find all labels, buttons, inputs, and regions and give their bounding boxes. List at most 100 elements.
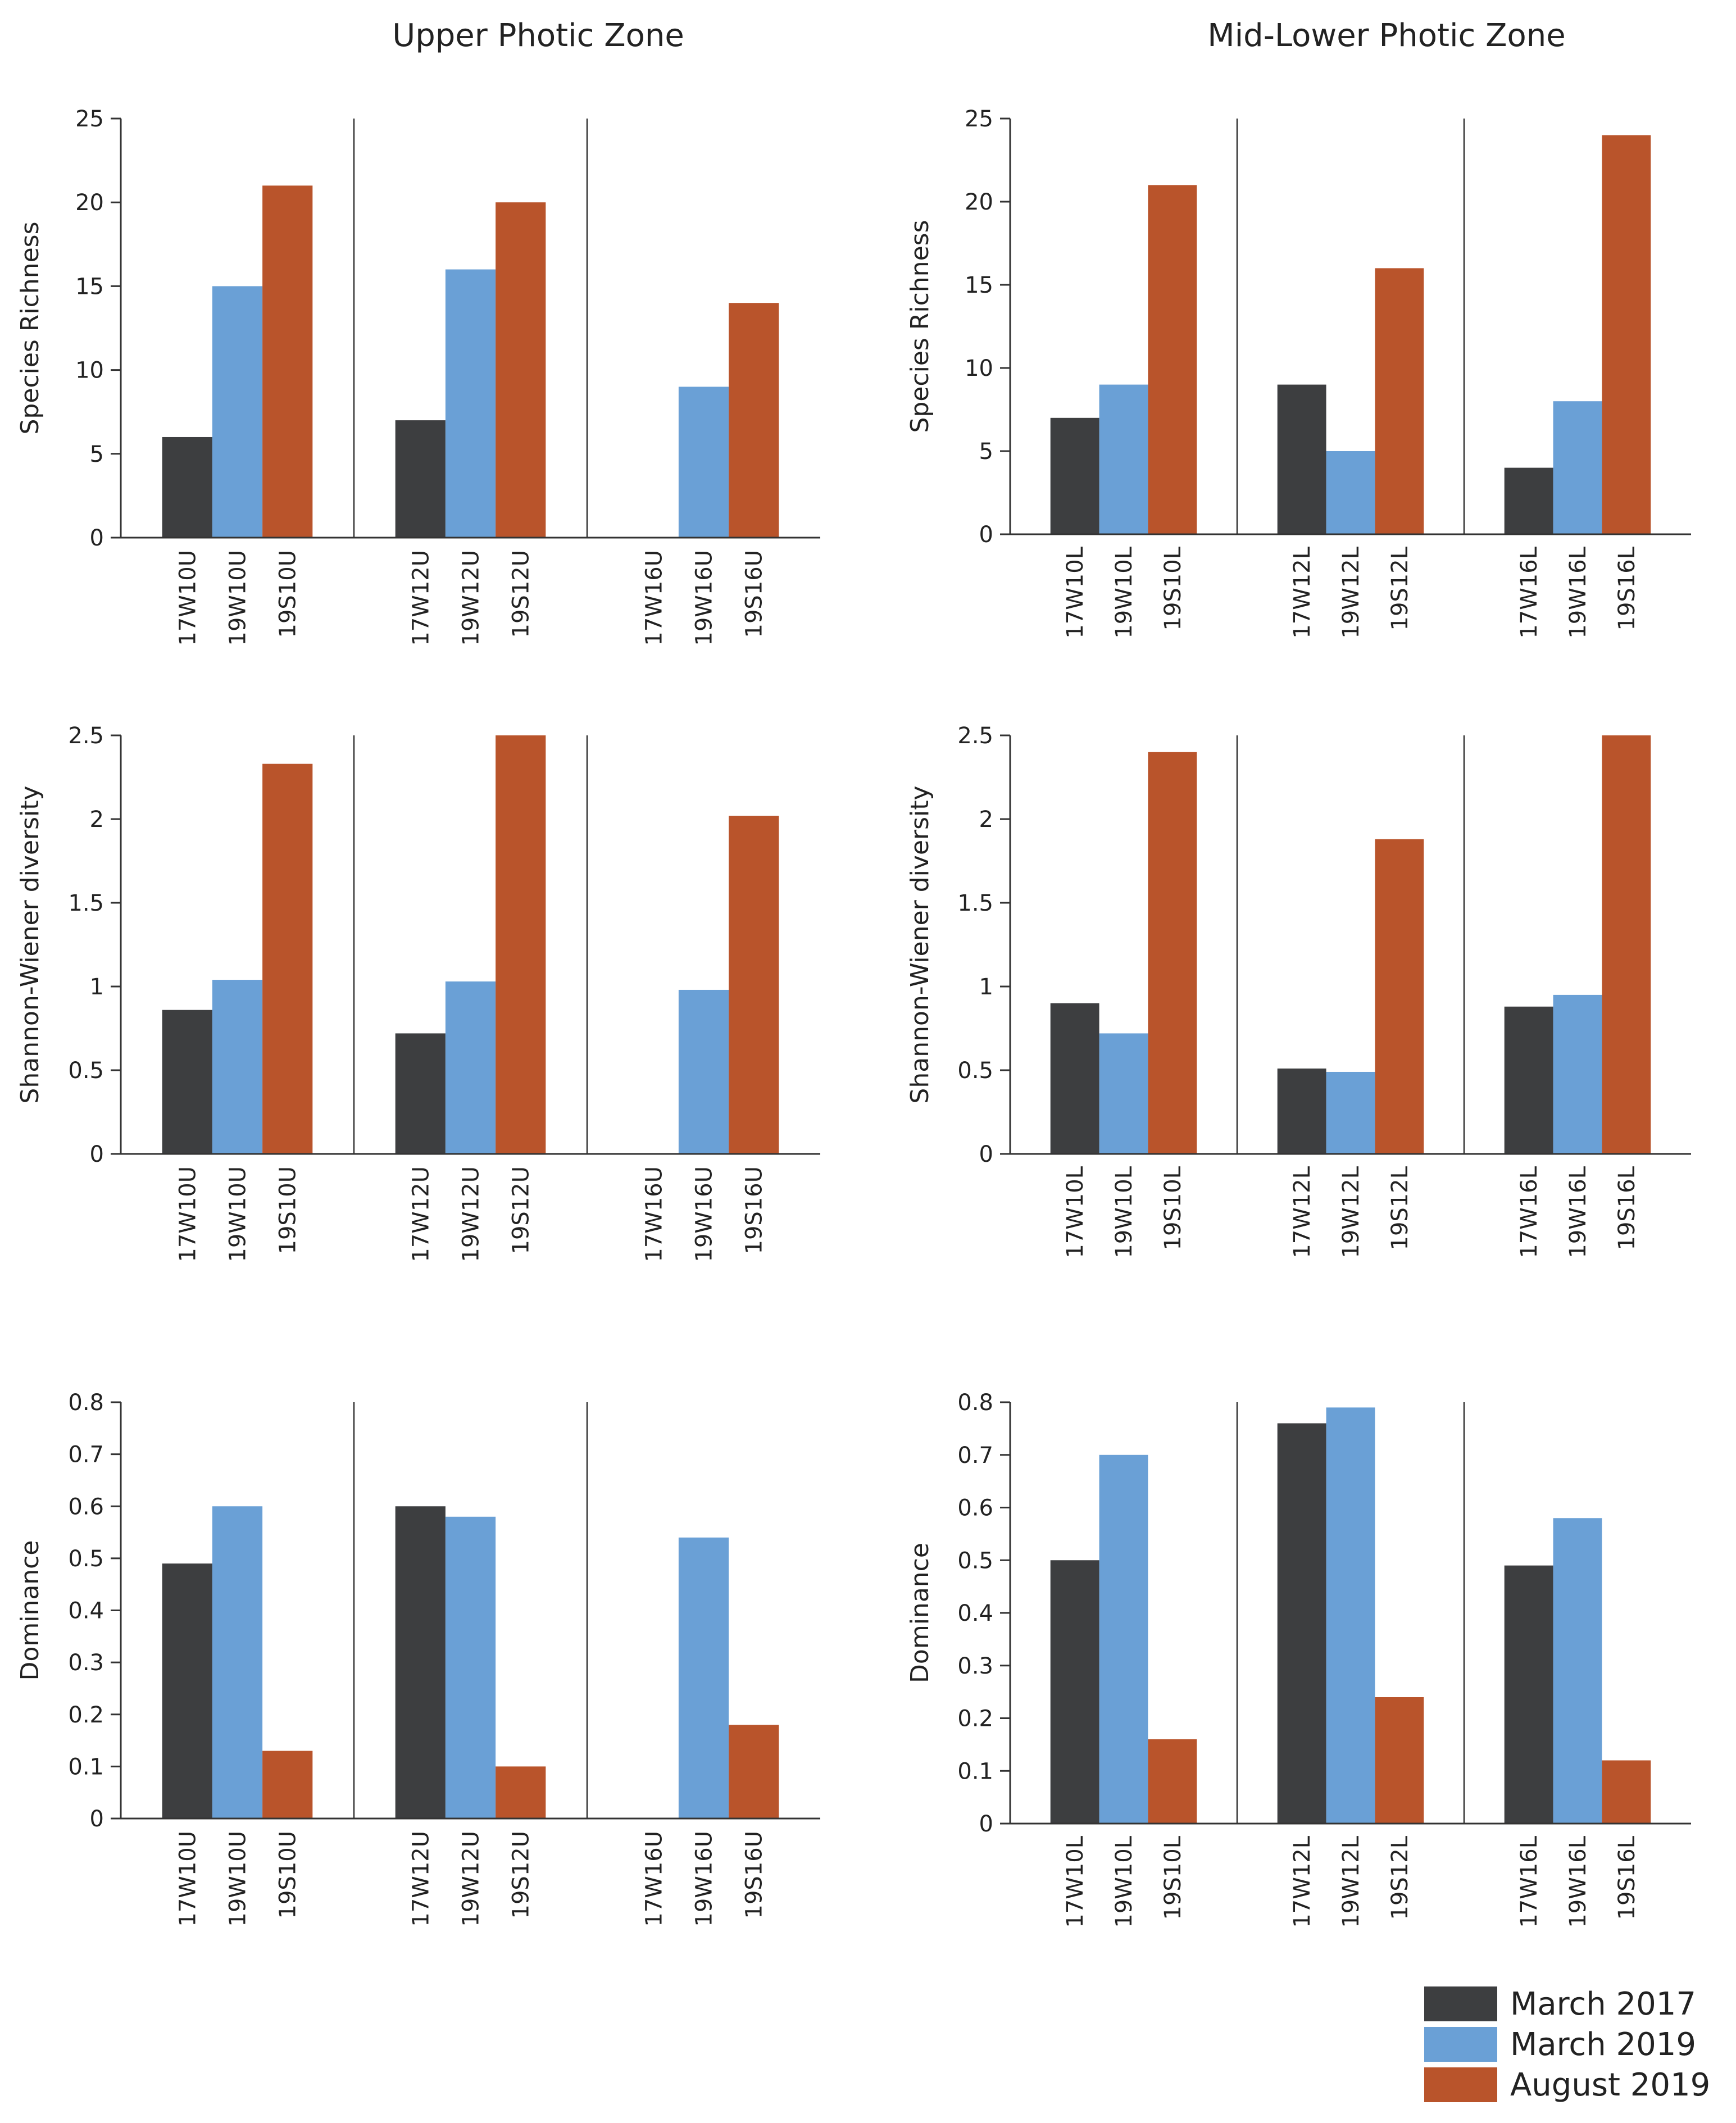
y-tick-label: 0.2 [957,1706,993,1732]
x-tick-label: 19W12L [1338,1166,1364,1258]
x-tick-label: 19W16L [1565,546,1591,638]
x-tick-label: 17W16U [641,1831,667,1927]
x-tick-label: 19S10L [1160,1835,1186,1920]
y-tick-label: 15 [75,274,104,299]
x-tick-label: 19W16U [692,550,717,646]
x-tick-label: 19W12U [458,1831,484,1927]
x-tick-label: 17W12L [1289,546,1315,638]
x-tick-label: 19S16L [1614,546,1640,630]
y-tick-label: 0.8 [957,1390,993,1416]
legend-label: August 2019 [1510,2067,1710,2103]
bar-19S12L [1375,839,1424,1154]
bar-19S16U [729,816,779,1154]
x-tick-label: 19W16L [1565,1835,1591,1927]
bar-17W10U [162,1010,212,1154]
bar-19S10L [1148,1739,1197,1824]
bar-19W12L [1326,451,1375,534]
y-axis-title: Dominance [906,1543,934,1683]
x-tick-label: 17W10L [1062,1166,1088,1258]
y-tick-label: 0.3 [68,1650,104,1676]
bar-19W10L [1099,1033,1148,1154]
x-tick-label: 17W10U [175,550,201,646]
bar-19W10L [1099,1454,1148,1824]
y-tick-label: 0.6 [957,1495,993,1521]
x-tick-label: 19W10L [1111,1835,1137,1927]
bar-17W12L [1277,1423,1326,1824]
legend: March 2017 March 2019 August 2019 [1424,1986,1710,2103]
bar-19W16L [1553,1518,1602,1824]
x-tick-label: 17W16L [1516,546,1542,638]
bar-19S12U [496,735,546,1154]
y-axis-title: Species Richness [16,221,44,434]
x-tick-label: 17W12U [408,1166,434,1262]
bar-19S12L [1375,268,1424,534]
x-tick-label: 19W12U [458,550,484,646]
y-tick-label: 5 [979,439,993,465]
x-tick-label: 19S12U [508,1166,534,1254]
bar-17W12U [395,1033,446,1154]
bar-19W10U [212,1506,263,1819]
y-tick-label: 1.5 [957,890,993,916]
x-tick-label: 19W16L [1565,1166,1591,1258]
bar-19W10U [212,286,263,538]
bar-19S16U [729,1725,779,1819]
x-tick-label: 19W12L [1338,546,1364,638]
bar-19W16U [678,387,729,538]
panel-lower-dominance: 0 0.1 0.2 0.3 0.4 0.5 0.6 0.7 0.8 Dominance 17W10L… [906,1390,1691,1928]
column-title-lower: Mid-Lower Photic Zone [1207,17,1565,54]
panel-upper-dominance: 0 0.1 0.2 0.3 0.4 0.5 0.6 0.7 0.8 Dominance 17W10U… [16,1390,820,1927]
bar-19W10L [1099,384,1148,534]
x-tick-label: 17W12U [408,1831,434,1927]
bar-17W16L [1504,467,1553,534]
bar-19S16U [729,303,779,538]
y-axis-title: Shannon-Wiener diversity [16,785,44,1103]
y-tick-label: 0.4 [68,1598,104,1624]
x-tick-label: 19S10L [1160,546,1186,630]
bar-19S10U [262,1751,313,1819]
bar-19W12L [1326,1071,1375,1154]
x-tick-label: 19S16L [1614,1835,1640,1920]
x-tick-label: 17W10L [1062,1835,1088,1927]
panel-upper-shannon: 0 0.5 1 1.5 2 2.5 Shannon-Wiener diversity 17W1… [16,723,820,1262]
x-tick-label: 17W12U [408,550,434,646]
y-tick-label: 1 [90,974,104,1000]
y-tick-label: 10 [965,356,993,381]
y-tick-label: 0 [90,525,104,551]
y-tick-label: 0.3 [957,1653,993,1679]
x-tick-label: 17W16U [641,1166,667,1262]
panel-lower-shannon: 0 0.5 1 1.5 2 2.5 Shannon-Wiener diversity 17W1… [906,723,1691,1258]
y-tick-label: 25 [75,106,104,132]
x-tick-label: 19W12L [1338,1835,1364,1927]
bar-19S10L [1148,752,1197,1154]
bar-19W10U [212,980,263,1154]
bar-19S12U [496,1766,546,1819]
bar-19S12U [496,202,546,538]
x-tick-label: 19W10U [225,1166,251,1262]
x-tick-label: 17W16L [1516,1835,1542,1927]
y-tick-label: 0.5 [957,1548,993,1574]
bar-19S12L [1375,1697,1424,1824]
x-tick-label: 19W16U [692,1166,717,1262]
x-tick-label: 17W12L [1289,1166,1315,1258]
x-tick-label: 17W10U [175,1831,201,1927]
x-tick-label: 19S12L [1387,546,1413,630]
bar-17W12L [1277,384,1326,534]
x-tick-label: 19W10L [1111,546,1137,638]
y-tick-label: 10 [75,358,104,384]
bar-19S10U [262,185,313,538]
y-tick-label: 0.5 [68,1546,104,1572]
y-axis-title: Shannon-Wiener diversity [906,785,934,1103]
y-tick-label: 0.4 [957,1601,993,1626]
bar-19S10L [1148,185,1197,534]
bar-17W10L [1050,1003,1099,1154]
y-tick-label: 0.6 [68,1494,104,1520]
x-tick-label: 19S10U [275,1831,301,1919]
x-tick-label: 19S16U [742,1166,767,1254]
panel-lower-richness: 0 5 10 15 20 25 Species Richness 17W10L 19W10L 19… [906,106,1691,639]
x-tick-label: 19S10U [275,1166,301,1254]
y-tick-label: 0 [979,1142,993,1167]
legend-swatch [1424,2067,1497,2102]
y-tick-label: 15 [965,272,993,298]
legend-swatch [1424,1986,1497,2021]
